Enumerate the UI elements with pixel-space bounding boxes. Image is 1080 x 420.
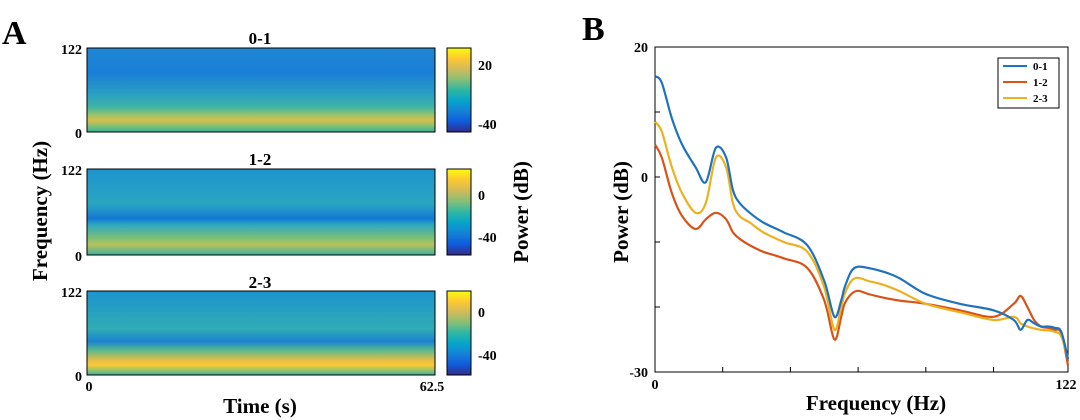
ytick-top-2: 122: [61, 286, 82, 301]
subplot-title-0: 0-1: [249, 29, 272, 48]
spectrogram-1-2: 1-2 122 0 0 -40: [61, 150, 497, 265]
ticks-b: [655, 111, 995, 372]
y-axis-label-b: Power (dB): [609, 161, 633, 263]
spectrogram-image-0: [87, 48, 435, 132]
series-line-2-3: [654, 121, 1070, 360]
y-axis-label-a: Frequency (Hz): [28, 141, 52, 281]
spectrogram-0-1: 0-1 122 0 20 -40: [61, 29, 497, 142]
panel-b: B 20 0 -30 0 122 Frequency (Hz) Power (d…: [582, 11, 1077, 415]
colorbar-tick-1a: 0: [478, 189, 485, 204]
ytick-bottom-0: 0: [75, 127, 82, 142]
panel-label-b: B: [582, 11, 605, 48]
axes-frame-2: [86, 290, 436, 376]
xtick-122: 122: [1056, 378, 1077, 393]
ytick-0: 0: [641, 171, 648, 186]
colorbar-tick-0b: -40: [478, 118, 497, 133]
legend-label-2-3: 2-3: [1033, 93, 1048, 105]
colorbar-frame-1: [446, 168, 472, 256]
subplot-title-2: 2-3: [249, 273, 272, 292]
ytick-bottom-2: 0: [75, 370, 82, 385]
colorbar-2: [447, 291, 471, 375]
panel-a: A 0-1 122 0 20 -40 1-2 122 0 0 -40: [2, 15, 533, 418]
ytick-bottom-1: 0: [75, 250, 82, 265]
series-line-0-1: [654, 75, 1070, 360]
spectrogram-image-2: [87, 291, 435, 375]
xtick-start: 0: [86, 380, 93, 395]
legend-label-1-2: 1-2: [1033, 77, 1048, 89]
colorbar-frame-0: [446, 47, 472, 133]
spectrogram-image-1: [87, 169, 435, 255]
colorbar-0: [447, 48, 471, 132]
series-line-1-2: [654, 143, 1070, 366]
axes-frame-1: [86, 168, 436, 256]
line-plot: 20 0 -30 0 122 Frequency (Hz) Power (dB)…: [609, 41, 1077, 415]
colorbar-frame-2: [446, 290, 472, 376]
x-axis-label-a: Time (s): [223, 394, 297, 418]
ytick-minus-30: -30: [629, 366, 648, 381]
spectrogram-2-3: 2-3 122 0 0 -40: [61, 273, 497, 385]
xtick-0: 0: [652, 378, 659, 393]
subplot-title-1: 1-2: [249, 150, 272, 169]
colorbar-tick-1b: -40: [478, 231, 497, 246]
xtick-end: 62.5: [420, 380, 445, 395]
series-lines: [654, 75, 1070, 366]
ytick-20: 20: [634, 41, 648, 56]
axes-frame-0: [86, 47, 436, 133]
colorbar-label: Power (dB): [509, 161, 533, 263]
panel-label-a: A: [2, 15, 27, 52]
colorbar-tick-2b: -40: [478, 349, 497, 364]
colorbar-tick-0a: 20: [478, 59, 492, 74]
colorbar-tick-2a: 0: [478, 306, 485, 321]
ytick-top-1: 122: [61, 164, 82, 179]
legend: 0-1 1-2 2-3: [997, 57, 1060, 109]
x-axis-label-b: Frequency (Hz): [806, 391, 946, 415]
ytick-top-0: 122: [61, 43, 82, 58]
legend-label-0-1: 0-1: [1033, 61, 1048, 73]
colorbar-1: [447, 169, 471, 255]
